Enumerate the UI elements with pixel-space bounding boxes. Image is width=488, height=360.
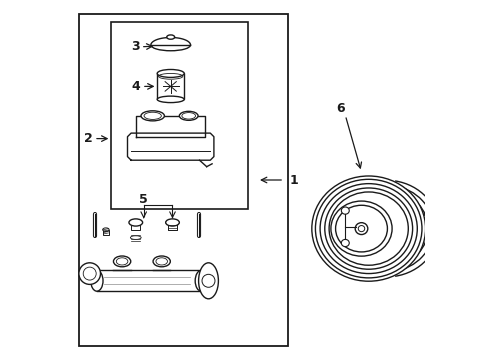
Text: 5: 5 (139, 193, 148, 206)
Polygon shape (127, 133, 213, 160)
Bar (167, 222, 177, 230)
Text: 1: 1 (289, 174, 298, 186)
Ellipse shape (113, 256, 130, 267)
Ellipse shape (130, 236, 141, 239)
Bar (157, 73, 184, 99)
Ellipse shape (151, 39, 190, 51)
Ellipse shape (153, 256, 170, 267)
Ellipse shape (324, 188, 412, 269)
Ellipse shape (354, 222, 367, 235)
Text: 2: 2 (83, 132, 92, 145)
Text: 3: 3 (130, 40, 139, 53)
Ellipse shape (198, 263, 218, 299)
Ellipse shape (157, 96, 184, 103)
Ellipse shape (341, 207, 348, 214)
Circle shape (83, 267, 96, 280)
Ellipse shape (335, 205, 386, 252)
Bar (111, 22, 247, 209)
Ellipse shape (129, 219, 142, 226)
Ellipse shape (341, 239, 348, 247)
Bar (427, 211, 434, 218)
Ellipse shape (166, 35, 174, 39)
Ellipse shape (195, 270, 207, 291)
Ellipse shape (179, 111, 198, 120)
Ellipse shape (102, 228, 109, 231)
Polygon shape (151, 37, 190, 45)
Bar (79, 14, 287, 346)
Ellipse shape (320, 184, 416, 274)
Circle shape (79, 263, 101, 284)
Polygon shape (97, 270, 201, 291)
Ellipse shape (330, 201, 391, 256)
Ellipse shape (141, 111, 164, 121)
Ellipse shape (358, 225, 364, 232)
Text: 6: 6 (336, 102, 345, 115)
Ellipse shape (182, 113, 195, 119)
Ellipse shape (315, 179, 421, 278)
Ellipse shape (165, 219, 179, 226)
Ellipse shape (328, 192, 407, 265)
Text: 4: 4 (131, 80, 140, 93)
Ellipse shape (91, 270, 103, 291)
Circle shape (202, 274, 215, 287)
Ellipse shape (311, 176, 425, 281)
Ellipse shape (157, 69, 184, 77)
Bar (131, 222, 140, 230)
Polygon shape (136, 116, 204, 137)
Ellipse shape (116, 258, 127, 265)
Bar (103, 230, 108, 235)
Ellipse shape (156, 258, 167, 265)
Ellipse shape (144, 112, 161, 120)
